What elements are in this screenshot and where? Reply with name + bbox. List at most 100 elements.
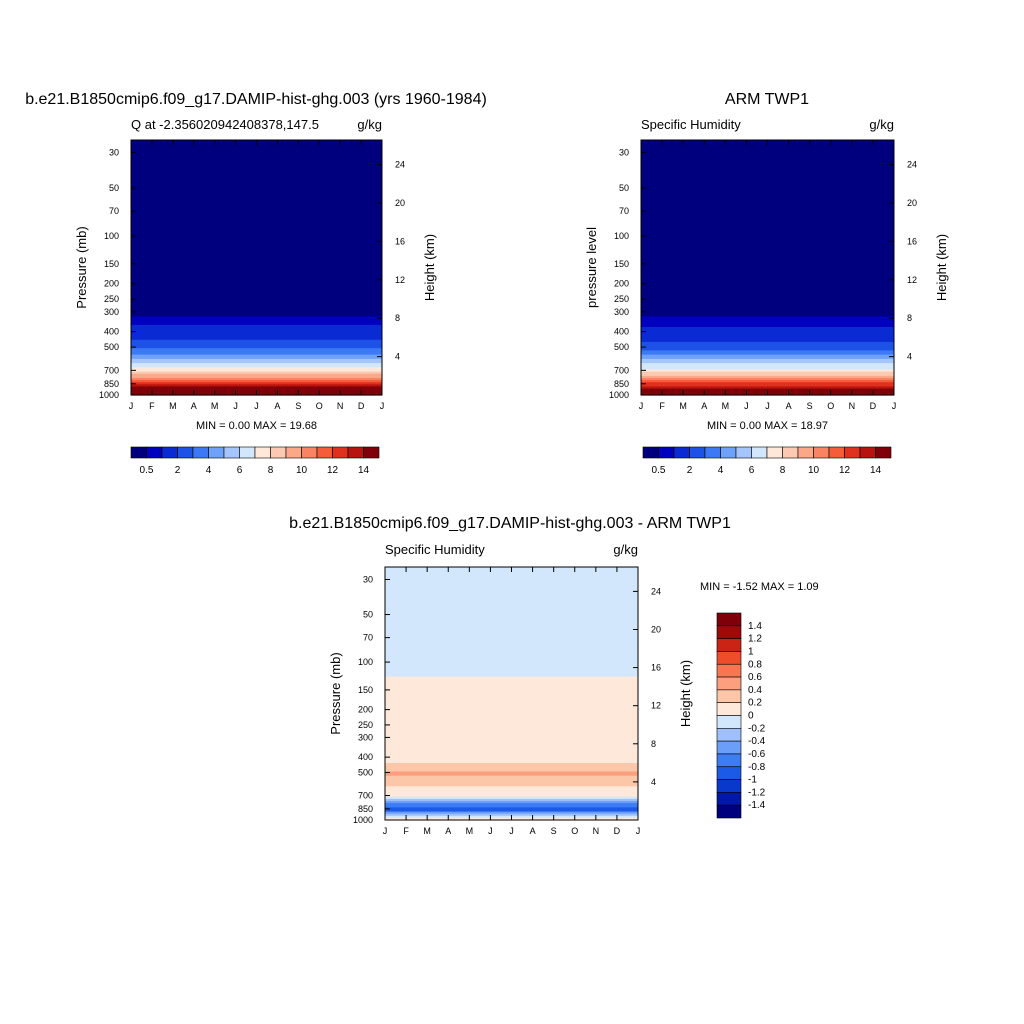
- contour-band: [385, 704, 638, 707]
- contour-band: [385, 581, 638, 585]
- contour-band: [385, 714, 638, 718]
- contour-band: [131, 263, 382, 266]
- y-tick-right-label: 16: [651, 663, 661, 673]
- colorbar-label: -1: [748, 775, 757, 786]
- colorbar-label: 0.6: [748, 672, 762, 683]
- contour-band: [641, 239, 894, 243]
- contour-band: [131, 235, 382, 239]
- contour-band: [641, 363, 894, 366]
- contour-band: [641, 146, 894, 150]
- contour-band: [641, 242, 894, 245]
- contour-band: [641, 307, 894, 311]
- contour-band: [131, 312, 382, 315]
- contour-band: [641, 297, 894, 300]
- contour-band: [385, 680, 638, 684]
- colorbar-swatch: [716, 804, 742, 819]
- contour-band: [641, 169, 894, 173]
- contour-band: [641, 303, 894, 307]
- contour-band: [641, 361, 894, 364]
- contour-band: [641, 148, 894, 152]
- contour-band: [641, 293, 894, 296]
- panel-difference: b.e21.B1850cmip6.f09_g17.DAMIP-hist-ghg.…: [289, 515, 818, 836]
- contour-band: [641, 254, 894, 258]
- contour-band: [385, 750, 638, 754]
- contour-band: [131, 388, 382, 392]
- contour-band: [641, 327, 894, 330]
- y-tick-label: 850: [614, 379, 629, 389]
- contour-band: [385, 794, 638, 798]
- colorbar-swatch: [161, 446, 178, 459]
- contour-band: [131, 256, 382, 260]
- x-tick-label: M: [466, 826, 474, 836]
- contour-band: [641, 314, 894, 317]
- contour-band: [131, 218, 382, 222]
- contour-band: [385, 663, 638, 667]
- contour-band: [385, 666, 638, 669]
- colorbar-label: 6: [749, 465, 755, 476]
- contour-band: [641, 167, 894, 171]
- contour-band: [385, 678, 638, 682]
- contour-band: [385, 573, 638, 577]
- contour-band: [385, 744, 638, 747]
- contour-band: [131, 186, 382, 190]
- contour-band: [385, 710, 638, 714]
- contour-band: [131, 182, 382, 186]
- units-label: g/kg: [613, 542, 638, 557]
- contour-band: [385, 602, 638, 606]
- colorbar-label: -1.2: [748, 787, 766, 798]
- contour-band: [385, 598, 638, 602]
- contour-band: [641, 161, 894, 164]
- contour-band: [131, 378, 382, 381]
- x-tick-label: J: [509, 826, 514, 836]
- contour-band: [385, 634, 638, 638]
- colorbar-label: 0: [748, 711, 754, 722]
- contour-band: [641, 284, 894, 288]
- y-tick-label: 400: [358, 752, 373, 762]
- contour-band: [385, 735, 638, 739]
- y-tick-right-label: 4: [395, 352, 400, 362]
- colorbar: 1.41.210.80.60.40.20-0.2-0.4-0.6-0.8-1-1…: [716, 612, 766, 819]
- contour-band: [641, 348, 894, 351]
- contour-band: [131, 314, 382, 317]
- contour-band: [385, 676, 638, 680]
- contour-band: [385, 727, 638, 730]
- contour-band: [385, 571, 638, 574]
- contour-band: [131, 290, 382, 294]
- contour-band: [131, 237, 382, 241]
- contour-band: [385, 685, 638, 688]
- contour-band: [385, 655, 638, 659]
- contour-band: [641, 218, 894, 222]
- contour-band: [131, 152, 382, 156]
- colorbar-swatch: [146, 446, 163, 459]
- chart-title: b.e21.B1850cmip6.f09_g17.DAMIP-hist-ghg.…: [25, 91, 487, 108]
- colorbar-label: 2: [687, 465, 693, 476]
- y-tick-label: 30: [109, 148, 119, 158]
- colorbar-swatch: [689, 446, 706, 459]
- contour-band: [385, 653, 638, 657]
- contour-band: [385, 695, 638, 699]
- chart-subtitle: Specific Humidity: [385, 542, 485, 557]
- colorbar-swatch: [716, 638, 742, 652]
- contour-band: [385, 718, 638, 722]
- contour-band: [641, 231, 894, 235]
- x-tick-label: J: [254, 401, 259, 411]
- contour-band: [641, 186, 894, 190]
- contour-band: [641, 212, 894, 215]
- y-tick-right-label: 24: [651, 586, 661, 596]
- colorbar-label: 4: [718, 465, 724, 476]
- colorbar-swatch: [192, 446, 209, 459]
- contour-band: [385, 590, 638, 593]
- contour-band: [131, 344, 382, 347]
- colorbar-label: 1.4: [748, 621, 762, 632]
- y-tick-label: 300: [614, 307, 629, 317]
- contour-band: [641, 244, 894, 247]
- contour-band: [131, 297, 382, 300]
- contour-band: [385, 792, 638, 796]
- contour-band: [385, 773, 638, 777]
- y-tick-right-label: 12: [907, 275, 917, 285]
- contour-band: [385, 588, 638, 591]
- contour-band: [641, 176, 894, 179]
- contour-band: [131, 295, 382, 298]
- contour-band: [641, 280, 894, 283]
- colorbar-swatch: [363, 446, 380, 459]
